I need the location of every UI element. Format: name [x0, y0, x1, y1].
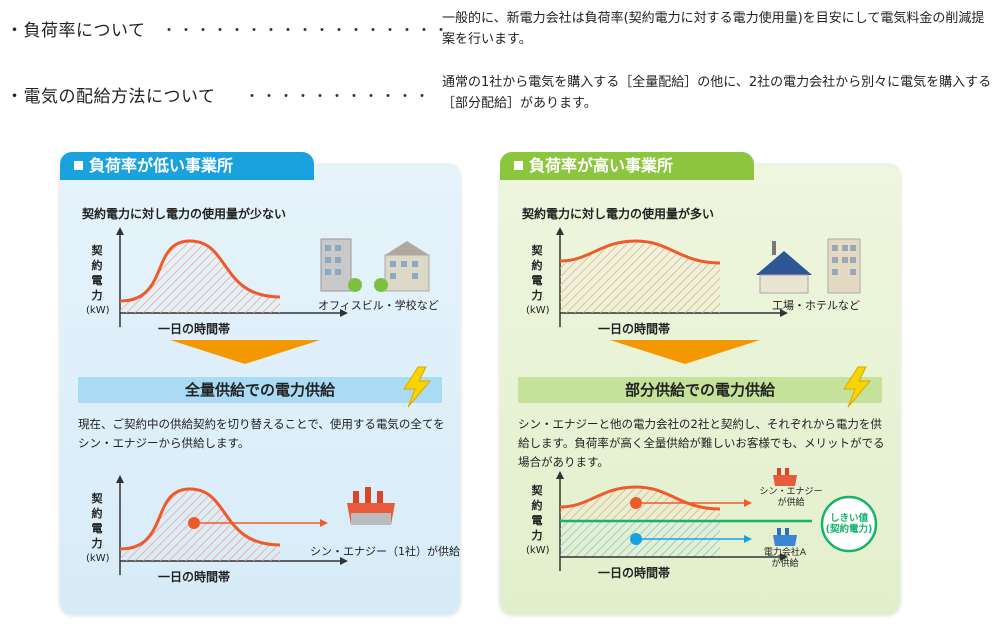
load-factor-description: 一般的に、新電力会社は負荷率(契約電力に対する電力使用量)を目安にして電気料金の…: [442, 11, 985, 47]
down-arrow-icon: [170, 340, 320, 364]
distribution-title: ・電気の配給方法について: [6, 87, 216, 107]
partial-supply-description: シン・エナジーと他の電力会社の2社と契約し、それぞれから電力を供給します。負荷率…: [518, 417, 885, 469]
x-axis-label: 一日の時間帯: [158, 570, 231, 584]
y-axis-label: 契約電力 (kW): [86, 244, 110, 316]
full-supply-description: 現在、ご契約中の供給契約を切り替えることで、使用する電気の全てをシン・エナジーか…: [78, 417, 445, 450]
square-icon: [514, 161, 523, 170]
low-load-tag-label: 負荷率が低い事業所: [89, 156, 234, 175]
factory-hotel-icon: [756, 238, 861, 294]
y-axis-label: 契約電力 (kW): [86, 492, 110, 564]
lightning-icon: [843, 366, 872, 408]
power-company-a-caption: 電力会社A が供給: [763, 548, 807, 569]
high-load-subtitle: 契約電力に対し電力の使用量が多い: [522, 207, 715, 221]
y-axis-label: 契約電力 (kW): [526, 484, 550, 556]
distribution-description: 通常の1社から電気を購入する［全量配給］の他に、2社の電力会社から別々に電気を購…: [442, 75, 992, 111]
full-supply-chart: [116, 475, 348, 575]
distribution-row: ・電気の配給方法について ・・・・・・・・・・・ 通常の1社から電気を購入する［…: [0, 72, 1000, 116]
power-plant-icon: [347, 487, 395, 525]
x-axis-label: 一日の時間帯: [158, 322, 231, 336]
shin-energy-plant-icon: [773, 468, 797, 486]
load-factor-title: ・負荷率について: [6, 21, 146, 41]
y-axis-label: 契約電力 (kW): [526, 244, 550, 316]
office-school-icon: [320, 238, 430, 292]
load-factor-row: ・負荷率について ・・・・・・・・・・・・・・・・・ 一般的に、新電力会社は負荷…: [0, 8, 1000, 48]
factory-hotel-caption: 工場・ホテルなど: [772, 299, 860, 312]
low-load-panel: 契約電力に対し電力の使用量が少ない 契約電力 (kW) 一日の時間帯 オフィスビ…: [60, 165, 460, 615]
low-load-usage-chart: [116, 227, 348, 327]
full-supply-band: 全量供給での電力供給: [78, 377, 442, 403]
single-supplier-caption: シン・エナジー（1社）が供給: [310, 545, 460, 558]
square-icon: [74, 161, 83, 170]
low-load-subtitle: 契約電力に対し電力の使用量が少ない: [82, 207, 287, 221]
high-load-panel: 契約電力に対し電力の使用量が多い 契約電力 (kW) 一日の時間帯 工場・ホテル…: [500, 165, 900, 615]
partial-supply-band: 部分供給での電力供給: [518, 377, 882, 403]
down-arrow-icon: [610, 340, 760, 364]
partial-supply-chart: [556, 471, 812, 571]
high-load-tag-label: 負荷率が高い事業所: [529, 156, 674, 175]
leader-dots: ・・・・・・・・・・・・・・・・・: [162, 23, 451, 39]
power-company-a-plant-icon: [773, 528, 797, 546]
leader-dots: ・・・・・・・・・・・: [245, 89, 432, 105]
threshold-badge: [820, 495, 878, 553]
lightning-icon: [403, 366, 432, 408]
low-load-tag: 負荷率が低い事業所: [60, 152, 314, 180]
office-school-caption: オフィスビル・学校など: [318, 299, 439, 312]
x-axis-label: 一日の時間帯: [598, 566, 671, 580]
high-load-tag: 負荷率が高い事業所: [500, 152, 754, 180]
x-axis-label: 一日の時間帯: [598, 322, 671, 336]
shin-energy-supply-caption: シン・エナジー が供給: [759, 487, 823, 508]
high-load-usage-chart: [556, 227, 788, 327]
threshold-label: しきい値 (契約電力): [825, 513, 873, 535]
